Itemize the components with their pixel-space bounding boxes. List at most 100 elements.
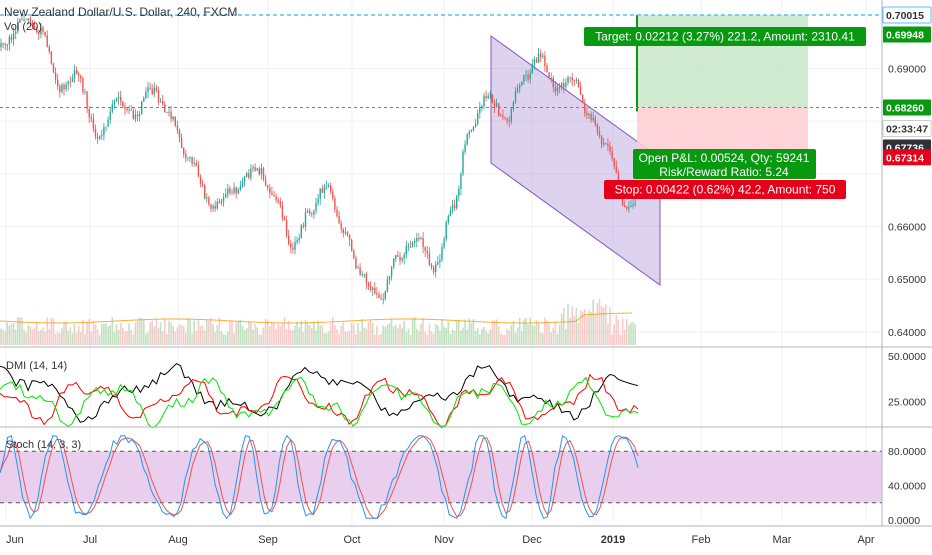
candle-body — [502, 115, 504, 118]
volume-bar — [533, 325, 536, 345]
candle-body — [46, 35, 48, 47]
candle-body — [382, 298, 384, 300]
volume-bar — [359, 331, 361, 345]
volume-bar — [296, 321, 298, 345]
volume-bar — [300, 320, 303, 345]
price-tag — [883, 99, 931, 116]
volume-bar — [602, 307, 605, 345]
candle-body — [340, 223, 342, 230]
volume-bar — [535, 320, 538, 345]
volume-bar — [558, 324, 561, 345]
stoch-k-line — [0, 434, 639, 520]
candle-body — [73, 70, 76, 79]
time-tick-label: Aug — [168, 534, 188, 546]
candle-body — [117, 97, 120, 99]
volume-bar — [44, 331, 46, 345]
volume-bar — [216, 325, 219, 345]
volume-bar — [613, 324, 615, 345]
volume-bar — [317, 320, 319, 345]
stoch-tick-label: 40.0000 — [888, 481, 926, 493]
volume-bar — [311, 328, 313, 345]
volume-bar — [483, 326, 485, 345]
candle-body — [23, 19, 25, 21]
volume-bar — [77, 325, 80, 345]
volume-bar — [584, 309, 586, 345]
candle-body — [71, 78, 74, 82]
candle-body — [456, 196, 458, 209]
candle-body — [67, 81, 69, 85]
volume-bar — [214, 332, 216, 345]
candle-body — [279, 201, 281, 206]
volume-bar — [262, 327, 265, 345]
volume-bar — [243, 330, 246, 345]
candle-body — [357, 267, 359, 269]
volume-bar — [206, 320, 208, 345]
volume-bar — [573, 316, 576, 345]
volume-bar — [476, 328, 479, 345]
candle-body — [8, 36, 11, 45]
candle-body — [42, 27, 44, 32]
stoch-band — [0, 451, 882, 503]
candle-body — [338, 216, 340, 224]
candle-body — [302, 225, 305, 227]
candle-body — [355, 257, 357, 269]
volume-bar — [567, 303, 569, 345]
candle-body — [168, 111, 170, 113]
time-axis-bg — [0, 527, 932, 550]
candle-body — [15, 31, 17, 34]
candle-body — [510, 109, 512, 122]
volume-bar — [472, 318, 475, 345]
volume-bar — [260, 334, 263, 345]
volume-bar — [434, 323, 437, 345]
volume-bar — [189, 319, 191, 345]
price-tag-label: 0.69948 — [886, 30, 924, 42]
volume-bar — [550, 332, 552, 345]
volume-bar — [63, 321, 65, 345]
volume-bar — [395, 324, 397, 345]
volume-bar — [497, 325, 500, 345]
candle-body — [435, 264, 437, 272]
candle-body — [540, 53, 542, 57]
volume-bar — [634, 324, 636, 345]
candle-body — [367, 283, 370, 286]
candle-body — [273, 195, 275, 197]
candle-body — [424, 247, 426, 251]
volume-bar — [19, 317, 21, 345]
candle-body — [414, 241, 416, 243]
time-tick-label: Dec — [522, 534, 542, 546]
candle-body — [185, 153, 187, 159]
volume-bar — [632, 322, 634, 345]
candle-body — [611, 151, 613, 159]
volume-bar — [508, 330, 510, 345]
volume-bar — [470, 323, 473, 345]
volume-bar — [145, 333, 147, 345]
candle-body — [130, 109, 132, 111]
candle-body — [122, 101, 124, 107]
candle-body — [600, 135, 603, 145]
long-position-tool[interactable] — [0, 14, 882, 158]
volume-bar — [428, 324, 431, 345]
volume-bar — [462, 327, 464, 345]
volume-bar — [527, 324, 529, 345]
candle-body — [634, 203, 636, 205]
volume-bar — [474, 331, 477, 345]
candle-body — [88, 109, 90, 118]
candle-body — [443, 239, 445, 248]
candle-body — [472, 126, 475, 131]
volume-bar — [140, 318, 143, 345]
candle-body — [563, 83, 565, 88]
volume-bar — [361, 319, 363, 345]
volume-bar — [201, 325, 204, 345]
volume-bar — [407, 328, 410, 345]
candle-body — [458, 189, 460, 197]
candle-body — [558, 86, 561, 88]
volume-bar — [544, 317, 546, 345]
volume-bar — [29, 326, 32, 345]
volume-bar — [554, 321, 557, 345]
volume-ma — [0, 312, 633, 324]
volume-bar — [147, 332, 149, 345]
volume-bar — [380, 333, 382, 345]
channel-drawing[interactable] — [490, 35, 661, 286]
